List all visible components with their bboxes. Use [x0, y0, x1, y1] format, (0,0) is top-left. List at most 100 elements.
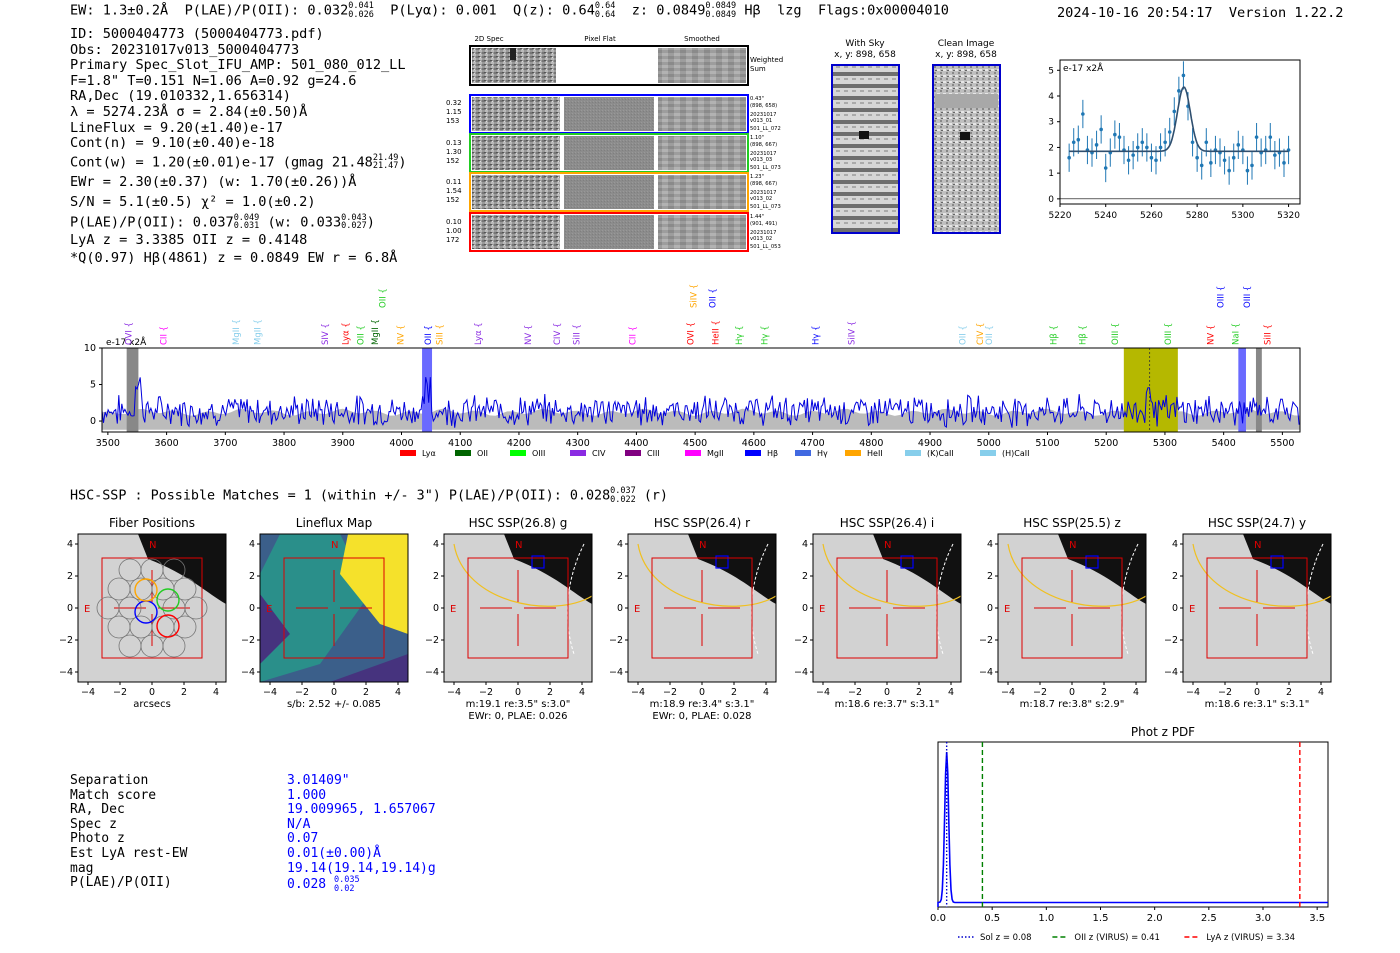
- header-flags: Flags:0x00004010: [818, 2, 949, 19]
- spec-line-label-text-7: MgII {: [371, 319, 381, 345]
- zoom-point-20: [1158, 145, 1163, 150]
- spec-legend-swatch-9: [905, 450, 921, 456]
- panel-xtick-label-2-2: 0: [515, 687, 521, 698]
- spec-xtick-label-10: 4500: [683, 438, 707, 449]
- spec-line-label-text-22: OII {: [958, 325, 968, 345]
- zoom-point-28: [1195, 155, 1199, 160]
- panel-xtick-label-0-3: 2: [181, 687, 187, 698]
- panel-5: HSC SSP(25.5) z N E −4 4 −2 2 0 0 2 −2 4 −4 m:18.7 re…: [979, 516, 1147, 710]
- panel-ytick-label-4-2: 0: [802, 603, 808, 614]
- spec-grey-band-2: [1255, 348, 1262, 432]
- panel-ytick-label-1-0: 4: [249, 539, 255, 550]
- spec-ylabel: e-17 x2Å: [106, 336, 147, 348]
- header-ew: EW: 1.3±0.2Å: [70, 2, 169, 19]
- match-label: Est LyA rest-EW: [70, 845, 188, 861]
- panel-0: Fiber Positions N E −4 4 −2 2 0 0 2 −2 4 −4 arcsecs: [59, 516, 227, 710]
- row4-right-4: v013_02: [750, 236, 772, 242]
- spec-line-label-text-16: OVI {: [686, 322, 696, 345]
- weighted-label-2: Sum: [750, 65, 766, 73]
- spec-line-label-text-15: CII {: [628, 326, 638, 345]
- panel-caption-0-0: arcsecs: [133, 699, 171, 710]
- spec-line-label-text-27: OIII {: [1111, 323, 1121, 345]
- panel-title-3: HSC SSP(26.4) r: [654, 516, 750, 530]
- header-z-hi: 0.0849: [705, 1, 737, 11]
- photz-legend-label-0: Sol z = 0.08: [980, 933, 1032, 943]
- spec-line-label-21: SiIV {: [847, 321, 857, 345]
- panel-ytick-label-0-4: −4: [59, 667, 73, 678]
- panel-blue-box-6: [1270, 555, 1284, 569]
- spec-legend-swatch-0: [400, 450, 416, 456]
- spec-line-label-text-9: OII {: [424, 325, 434, 345]
- panel-ytick-label-3-1: 2: [617, 571, 623, 582]
- sky-clean-images: With Sky x, y: 898, 658 Clean Image x, y…: [831, 39, 1001, 234]
- zoom-point-31: [1209, 161, 1213, 165]
- panel-xtick-label-4-1: −2: [848, 687, 862, 698]
- row2-right-4: v013_03: [750, 157, 772, 163]
- panel-blue-box-4: [900, 555, 914, 569]
- photz-xtick-label-0: 0.0: [930, 913, 946, 924]
- spec-xtick-label-6: 4100: [448, 438, 472, 449]
- spec-line-label-text-24: OII {: [985, 325, 995, 345]
- panel-ytick-label-1-1: 2: [249, 571, 255, 582]
- info-lambda: λ = 5274.23Å σ = 2.84(±0.50)Å: [70, 103, 308, 120]
- spec-legend-swatch-7: [795, 450, 811, 456]
- panel-xtick-label-1-4: 4: [395, 687, 401, 698]
- spec-line-label-19: Hγ {: [760, 325, 770, 345]
- spec-fit-window: [1123, 348, 1178, 432]
- spec-xtick-label-17: 5200: [1094, 438, 1118, 449]
- spec-xtick-label-13: 4800: [859, 438, 883, 449]
- spec-line-label-text-23: CIV {: [976, 323, 986, 345]
- panel-xtick-label-0-1: −2: [113, 687, 127, 698]
- header-plae: P(LAE)/P(OII): 0.032: [184, 2, 349, 19]
- panel-title-0: Fiber Positions: [109, 516, 195, 530]
- panel-ytick-label-5-4: −4: [979, 667, 993, 678]
- spec-line-label-2: MgII {: [232, 319, 242, 345]
- spec-line-label-text-1: CII {: [160, 326, 170, 345]
- report-header: EW: 1.3±0.2Å P(LAE)/P(OII): 0.0320.041 0.…: [0, 0, 1400, 28]
- match-value: 0.01(±0.00)Å: [287, 845, 381, 861]
- panel-compass-e-2: E: [450, 604, 456, 615]
- spec-line-label-text-21: SiIV {: [847, 321, 857, 345]
- spec-flux-line: [101, 376, 1300, 429]
- panel-galaxy-4: [873, 534, 961, 604]
- info-lineflux: LineFlux = 9.20(±1.40)e-17: [70, 119, 283, 136]
- panel-xtick-label-6-1: −2: [1218, 687, 1232, 698]
- spec-legend-swatch-6: [745, 450, 761, 456]
- spec-upper-label-text-2: OII {: [709, 288, 719, 308]
- panel-xtick-label-3-2: 0: [699, 687, 705, 698]
- fiber-14: [173, 615, 197, 639]
- panel-ytick-label-2-3: −2: [425, 635, 439, 646]
- header-qz-hi: 0.64: [594, 1, 616, 11]
- photz-xtick-label-3: 1.5: [1093, 913, 1109, 924]
- panel-ytick-label-6-3: −2: [1164, 635, 1178, 646]
- row3-right-4: v013_02: [750, 196, 772, 202]
- spec-line-label-26: Hβ {: [1079, 325, 1089, 345]
- spec-oii-band: [422, 348, 433, 432]
- row1-left-2: 1.15: [446, 108, 462, 116]
- panel-ytick-label-1-3: −2: [241, 635, 255, 646]
- panel-compass-e-1: E: [266, 604, 272, 615]
- panel-caption-5-0: m:18.7 re:3.8" s:2.9": [1020, 699, 1125, 710]
- panel-title-5: HSC SSP(25.5) z: [1023, 516, 1121, 530]
- spec-upper-label-text-1: SiIV {: [689, 284, 699, 308]
- zoom-point-14: [1131, 153, 1135, 157]
- row2-right-5: 501_LL_073: [750, 165, 781, 171]
- zoom-point-19: [1154, 158, 1158, 163]
- panel-ytick-label-5-0: 4: [987, 539, 993, 550]
- photz-title: Phot z PDF: [1131, 725, 1195, 739]
- weighted-label-1: Weighted: [750, 56, 783, 64]
- fiber-8: [118, 596, 142, 620]
- panel-xtick-label-1-3: 2: [363, 687, 369, 698]
- match-label: RA, Dec: [70, 802, 125, 818]
- photz-xtick-label-6: 3.0: [1255, 913, 1271, 924]
- full-spectrum-plot: 3500 3600 3700 3800 3900 4000 4100 4200 4300 4400…: [84, 284, 1301, 458]
- info-contw-text: Cont(w) = 1.20(±0.01)e-17 (gmag 21.48: [70, 154, 373, 171]
- panel-galaxy-6: [1243, 534, 1331, 604]
- header-summary: EW: 1.3±0.2Å P(LAE)/P(OII): 0.0320.041 0.…: [70, 2, 949, 19]
- header-plae-hi: 0.041: [348, 1, 374, 11]
- match-plae-lo: 0.02: [333, 883, 355, 894]
- zoom-xtick-label-3: 5280: [1186, 211, 1209, 221]
- zoom-point-34: [1222, 158, 1227, 163]
- info-q: *Q(0.97) Hβ(4861) z = 0.0849 EW r = 6.8Å: [70, 249, 398, 266]
- zoom-point-30: [1204, 140, 1209, 145]
